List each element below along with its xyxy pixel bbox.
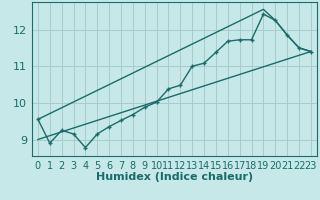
X-axis label: Humidex (Indice chaleur): Humidex (Indice chaleur) [96, 172, 253, 182]
